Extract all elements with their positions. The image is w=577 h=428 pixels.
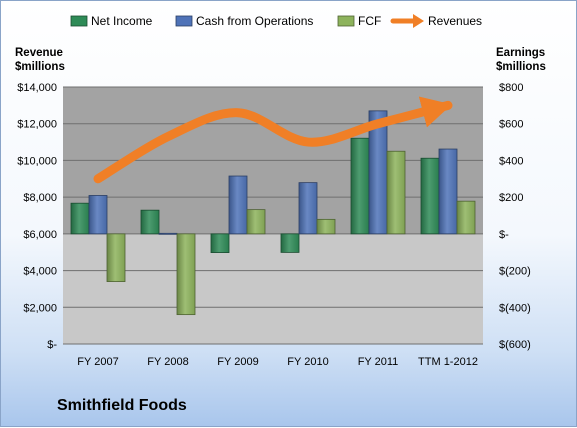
revenue-series-line xyxy=(93,96,453,184)
legend-label: Net Income xyxy=(91,14,153,28)
legend-label: FCF xyxy=(358,14,381,28)
left-tick-label: $10,000 xyxy=(17,155,57,167)
legend-label: Revenues xyxy=(428,14,482,28)
legend: Net Income Cash from Operations FCF Revenue… xyxy=(70,14,482,28)
left-tick-label: $2,000 xyxy=(23,302,57,314)
bar-fcf xyxy=(176,233,196,316)
legend-swatch-cash-from-operations xyxy=(175,15,193,27)
legend-label: Cash from Operations xyxy=(196,14,313,28)
bar-net-income xyxy=(420,157,440,235)
category-label: FY 2010 xyxy=(287,356,328,368)
category-label: FY 2008 xyxy=(147,356,188,368)
plot-lower-region xyxy=(63,233,483,344)
bar-net-income xyxy=(280,233,300,253)
left-axis-title: Revenue xyxy=(15,47,63,59)
category-label: FY 2011 xyxy=(358,356,399,368)
right-tick-label: $800 xyxy=(499,82,523,94)
bar-cash-from-operations xyxy=(438,148,458,235)
bars xyxy=(70,110,476,316)
legend-swatch-fcf xyxy=(337,15,355,27)
bar-net-income xyxy=(210,233,230,253)
right-tick-label: $(200) xyxy=(499,266,531,278)
bar-fcf xyxy=(386,150,406,235)
left-axis-ticks: $- $2,000 $4,000 $6,000 $8,000 $10,000 $12,000… xyxy=(17,82,57,351)
chart-title: Smithfield Foods xyxy=(57,397,187,414)
left-tick-label: $- xyxy=(47,339,57,351)
left-tick-label: $12,000 xyxy=(17,119,57,131)
bar-cash-from-operations xyxy=(228,175,248,235)
revenue-line xyxy=(93,96,453,184)
bar-fcf xyxy=(246,209,266,235)
bar-cash-from-operations xyxy=(88,195,108,235)
category-labels: FY 2007 FY 2008 FY 2009 FY 2010 FY 2011 TTM 1… xyxy=(77,356,478,368)
left-axis-title: $millions xyxy=(15,61,65,73)
left-tick-label: $8,000 xyxy=(23,192,57,204)
bar-cash-from-operations xyxy=(298,182,318,235)
category-label: TTM 1-2012 xyxy=(418,356,478,368)
right-axis-title: $millions xyxy=(496,61,546,73)
left-tick-label: $4,000 xyxy=(23,266,57,278)
right-tick-label: $200 xyxy=(499,192,523,204)
left-tick-label: $6,000 xyxy=(23,229,57,241)
category-label: FY 2009 xyxy=(217,356,258,368)
bar-net-income xyxy=(70,202,90,235)
bar-net-income xyxy=(350,137,370,235)
category-label: FY 2007 xyxy=(77,356,118,368)
right-tick-label: $(600) xyxy=(499,339,531,351)
right-tick-label: $(400) xyxy=(499,302,531,314)
legend-swatch-net-income xyxy=(70,15,88,27)
bar-net-income xyxy=(140,209,160,235)
right-axis-ticks: $(600) $(400) $(200) $- $200 $400 $600 $800 xyxy=(499,82,531,351)
right-tick-label: $400 xyxy=(499,155,523,167)
bar-fcf xyxy=(456,200,476,235)
legend-arrow-icon xyxy=(413,14,424,28)
right-tick-label: $600 xyxy=(499,119,523,131)
bar-fcf xyxy=(316,218,336,235)
right-tick-label: $- xyxy=(499,229,509,241)
bar-fcf xyxy=(106,233,126,282)
left-tick-label: $14,000 xyxy=(17,82,57,94)
axis-titles: Revenue $millions Earnings $millions xyxy=(15,47,546,73)
right-axis-title: Earnings xyxy=(496,47,545,59)
bar-cash-from-operations xyxy=(158,232,178,235)
